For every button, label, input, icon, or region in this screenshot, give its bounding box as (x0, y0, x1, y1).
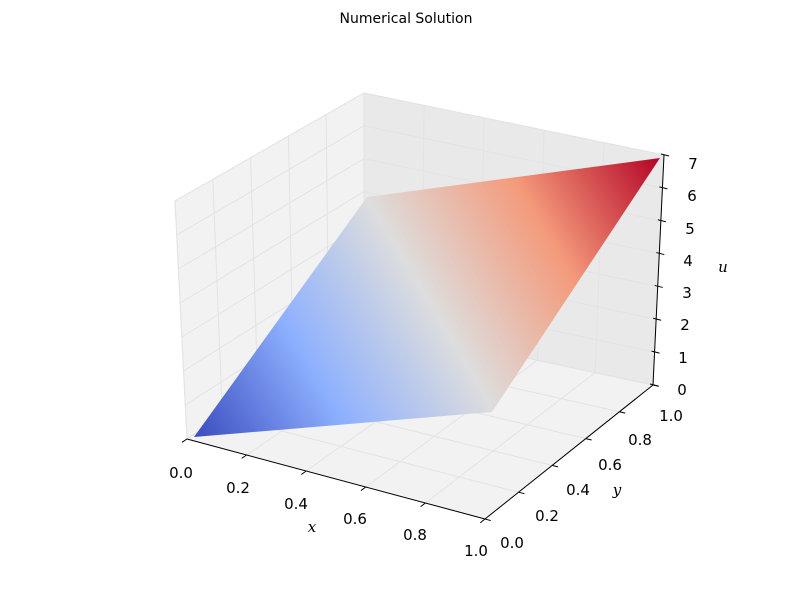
u-tick-mark (659, 186, 668, 190)
x-tick-mark (181, 438, 188, 443)
u-axis-line (652, 154, 665, 386)
u-grid-line (178, 158, 365, 270)
u-tick-label: 0 (677, 381, 687, 399)
y-tick-mark (518, 491, 525, 495)
y-tick-mark (552, 464, 559, 468)
y-grid-line (212, 179, 223, 416)
x-tick-label: 0.8 (403, 526, 427, 544)
x-axis-line (186, 438, 486, 520)
x-tick-label: 1.0 (464, 542, 488, 560)
u-grid-line (363, 92, 665, 156)
x-tick-label: 0.2 (226, 479, 250, 497)
y-tick-label: 0.8 (628, 431, 652, 449)
x-tick-mark (301, 470, 307, 475)
x-tick-mark (420, 502, 426, 508)
u-tick-label: 6 (687, 187, 697, 205)
u-grid-line (174, 92, 365, 202)
chart-title: Numerical Solution (340, 11, 473, 27)
tick-marks (181, 153, 670, 524)
y-tick-label: 0.2 (535, 507, 559, 525)
u-tick-label: 2 (680, 316, 690, 334)
x-tick-labels: 0.0 0.2 0.4 0.6 0.8 1.0 (169, 464, 488, 560)
u-axis-label: u (718, 258, 728, 276)
x-tick-label: 0.6 (343, 510, 367, 528)
u-tick-mark (660, 153, 670, 157)
y-axis-line (484, 384, 654, 520)
y-tick-mark (619, 411, 626, 414)
u-tick-label: 7 (688, 155, 698, 173)
u-tick-mark (656, 252, 665, 256)
x-tick-label: 0.0 (169, 464, 193, 482)
u-tick-labels: 0 1 2 3 4 5 6 7 (677, 155, 698, 399)
u-grid-line (176, 125, 365, 236)
u-grid-line (179, 191, 365, 304)
u-tick-mark (654, 284, 663, 288)
x-axis-label: x (308, 518, 317, 536)
u-tick-mark (649, 383, 659, 387)
u-tick-mark (657, 219, 666, 223)
x-tick-mark (360, 486, 367, 491)
y-tick-label: 0.6 (598, 456, 622, 474)
y-grid-line (174, 200, 188, 440)
y-tick-mark (585, 438, 592, 441)
u-tick-label: 3 (682, 284, 692, 302)
y-tick-labels: 0.0 0.2 0.4 0.6 0.8 1.0 (500, 407, 683, 552)
u-grid-line (181, 224, 365, 338)
axis-lines (186, 154, 665, 520)
y-axis-label: y (612, 481, 622, 499)
y-tick-label: 1.0 (659, 407, 683, 425)
solution-surface (194, 158, 660, 437)
y-tick-label: 0.0 (500, 534, 524, 552)
u-tick-label: 4 (683, 252, 693, 270)
y-tick-mark (484, 518, 491, 522)
x-grid-line (425, 372, 596, 504)
x-tick-mark (479, 518, 486, 524)
u-tick-label: 5 (685, 220, 695, 238)
y-tick-label: 0.4 (566, 481, 590, 499)
u-tick-mark (651, 350, 660, 354)
x-tick-label: 0.4 (284, 495, 308, 513)
x-tick-mark (241, 454, 247, 459)
u-tick-mark (653, 317, 662, 321)
u-tick-label: 1 (678, 349, 688, 367)
